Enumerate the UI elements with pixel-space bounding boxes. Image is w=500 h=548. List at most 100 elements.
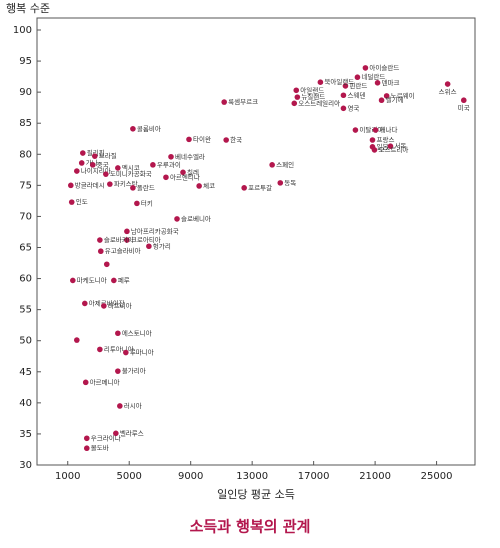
point	[221, 99, 227, 105]
point-label: 우루과이	[157, 160, 181, 169]
point	[83, 445, 90, 452]
point-label: 에스토니아	[122, 328, 152, 337]
point	[74, 168, 80, 174]
point	[107, 181, 113, 187]
y-tick-label: 65	[19, 243, 32, 254]
point	[146, 243, 152, 250]
x-axis-label: 일인당 평균 소득	[217, 487, 295, 501]
point-label: 페루	[118, 275, 130, 284]
point-label: 남아프리카공화국	[131, 226, 179, 235]
point-label: 네덜란드	[361, 72, 385, 81]
point	[82, 379, 89, 386]
point-label: 아일랜드	[300, 85, 324, 94]
y-tick-label: 35	[19, 429, 32, 440]
point	[374, 80, 381, 86]
y-tick-label: 55	[19, 305, 32, 316]
point	[97, 237, 103, 243]
x-tick-label: 17000	[298, 471, 330, 482]
point-label: 영국	[347, 103, 359, 112]
point	[371, 147, 378, 153]
point-label: 덴마크	[382, 78, 400, 87]
point-label: 벨기에	[386, 95, 404, 104]
point	[387, 143, 394, 150]
point-label: 중국	[97, 161, 109, 169]
plot-frame	[36, 17, 476, 466]
point	[269, 162, 275, 168]
point	[340, 105, 347, 112]
point-label: 벨라루스	[120, 428, 144, 437]
point	[354, 74, 361, 81]
point	[117, 403, 123, 409]
point	[317, 79, 324, 85]
point	[150, 162, 156, 168]
point	[74, 337, 80, 343]
point	[103, 261, 110, 268]
point	[68, 182, 74, 189]
y-axis-label: 행복 수준	[6, 2, 50, 15]
point-label: 북아일랜드	[324, 77, 354, 86]
point	[186, 136, 192, 143]
point-label: 프랑스	[376, 136, 394, 144]
point-label: 일본	[376, 142, 388, 151]
point	[123, 349, 129, 356]
point-label: 나이지리아	[81, 166, 111, 175]
point-label: 터키	[141, 198, 153, 207]
point-label: 체코	[203, 182, 215, 190]
y-tick-label: 80	[19, 149, 32, 160]
point	[460, 97, 467, 104]
point	[196, 183, 202, 189]
point	[444, 81, 451, 87]
point	[78, 160, 85, 166]
point	[91, 153, 98, 159]
point-label: 노르웨이	[391, 91, 415, 100]
point-label: 방글라데시	[75, 180, 105, 189]
point-label: 룩셈부르크	[228, 97, 258, 106]
point-label: 리투아니아	[104, 344, 134, 353]
point-label: 라트비아	[108, 301, 132, 310]
point-label: 캐나다	[380, 125, 398, 134]
point	[89, 162, 96, 168]
point-label: 이탈리아	[359, 125, 383, 134]
point	[97, 248, 104, 255]
point	[180, 169, 186, 176]
point	[241, 185, 247, 191]
point-label: 스페인	[276, 160, 294, 169]
x-tick-label: 9000	[178, 471, 203, 482]
point	[291, 100, 298, 107]
point-label: 필리핀	[87, 148, 105, 157]
point-label: 한국	[230, 136, 242, 144]
point	[70, 277, 76, 284]
point-label: 슬로베니아	[181, 214, 211, 223]
point-label: 아르메니아	[90, 377, 120, 386]
point-label: 베네수엘라	[175, 152, 205, 161]
point-label: 유고슬라비아	[105, 246, 141, 255]
point	[97, 346, 103, 353]
point-label: 타이완	[193, 134, 211, 143]
point	[372, 127, 379, 133]
point-label: 동독	[284, 179, 296, 187]
point-label: 루마니아	[130, 348, 154, 357]
y-tick-label: 40	[19, 398, 32, 409]
point-label: 서독	[394, 141, 406, 150]
point-label: 스웨덴	[347, 90, 365, 99]
point-label: 아이슬란드	[369, 63, 399, 72]
point	[103, 171, 109, 177]
x-tick-label: 1000	[55, 471, 80, 482]
point-label: 우크라이나	[91, 433, 121, 442]
point	[223, 137, 229, 143]
point	[83, 435, 90, 442]
point	[115, 165, 121, 171]
point-label: 미국	[458, 103, 470, 112]
point	[277, 180, 284, 186]
y-tick-label: 50	[19, 336, 32, 347]
point-label: 불가리아	[122, 366, 146, 375]
point	[362, 65, 369, 71]
y-tick-label: 45	[19, 367, 32, 378]
point	[340, 92, 347, 99]
point-label: 브라질	[99, 151, 117, 160]
point	[134, 200, 140, 207]
point	[293, 87, 300, 94]
point	[124, 237, 130, 243]
point	[352, 127, 359, 133]
